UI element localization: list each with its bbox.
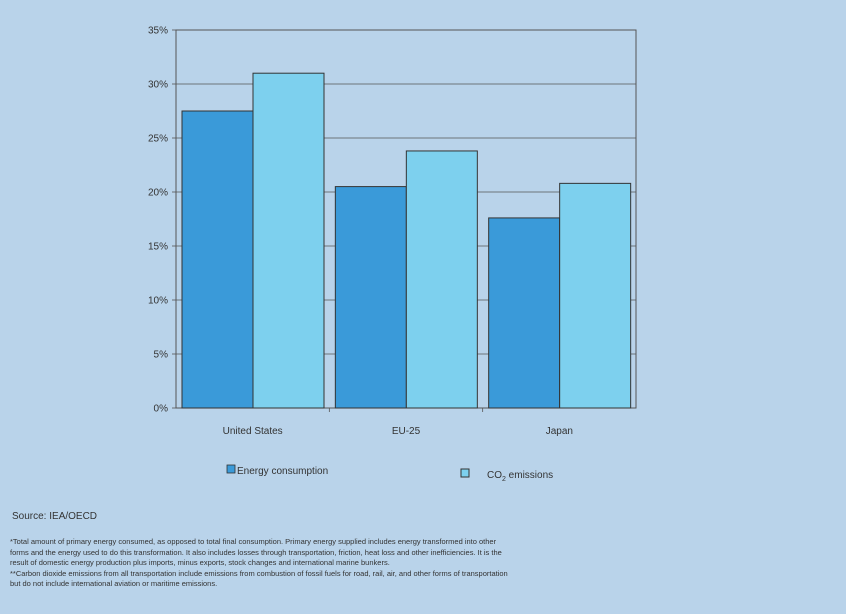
y-tick-label: 0% — [154, 404, 169, 415]
bar-co2 — [559, 182, 632, 409]
x-tick-label: EU-25 — [392, 426, 421, 437]
footnote-line: forms and the energy used to do this tra… — [10, 547, 502, 557]
y-tick-label: 30% — [148, 80, 168, 91]
bar-co2 — [405, 150, 478, 409]
y-tick-label: 15% — [148, 242, 168, 253]
source-note: Source: IEA/OECD — [12, 511, 98, 522]
footnote-line: but do not include international aviatio… — [10, 579, 218, 589]
bar-chart: 0% 5% 10% 15% 20% 25% 30% 35% United States EU-2… — [148, 26, 637, 483]
legend-swatch-energy — [226, 464, 236, 474]
footnote-line: **Carbon dioxide emissions from all tran… — [10, 568, 508, 578]
y-tick-label: 35% — [148, 26, 168, 37]
x-tick-label: United States — [223, 426, 283, 437]
x-axis-ticks: United States EU-25 Japan — [223, 408, 573, 437]
y-tick-label: 5% — [154, 350, 169, 361]
legend-co2-subscript: 2 — [502, 476, 506, 483]
bar-energy — [181, 110, 254, 409]
footnote-line: *Total amount of primary energy consumed… — [10, 537, 497, 546]
legend: Energy consumption CO2 emissions — [226, 464, 553, 483]
legend-label-co2: CO2 emissions — [487, 470, 553, 483]
legend-swatch-co2 — [460, 468, 470, 478]
footnote-line: result of domestic energy production plu… — [10, 558, 390, 568]
y-tick-label: 20% — [148, 188, 168, 199]
y-tick-label: 25% — [148, 134, 168, 145]
x-tick-label: Japan — [546, 426, 573, 437]
y-axis-ticks: 0% 5% 10% 15% 20% 25% 30% 35% — [148, 26, 176, 415]
legend-co2-suffix: emissions — [506, 470, 553, 481]
bars — [181, 72, 632, 409]
legend-label-energy: Energy consumption — [237, 466, 328, 477]
footnotes: *Total amount of primary energy consumed… — [10, 537, 846, 590]
legend-co2-prefix: CO — [487, 470, 502, 481]
bar-energy — [488, 217, 561, 409]
y-tick-label: 10% — [148, 296, 168, 307]
bar-co2 — [252, 72, 325, 409]
bar-energy — [334, 186, 407, 409]
